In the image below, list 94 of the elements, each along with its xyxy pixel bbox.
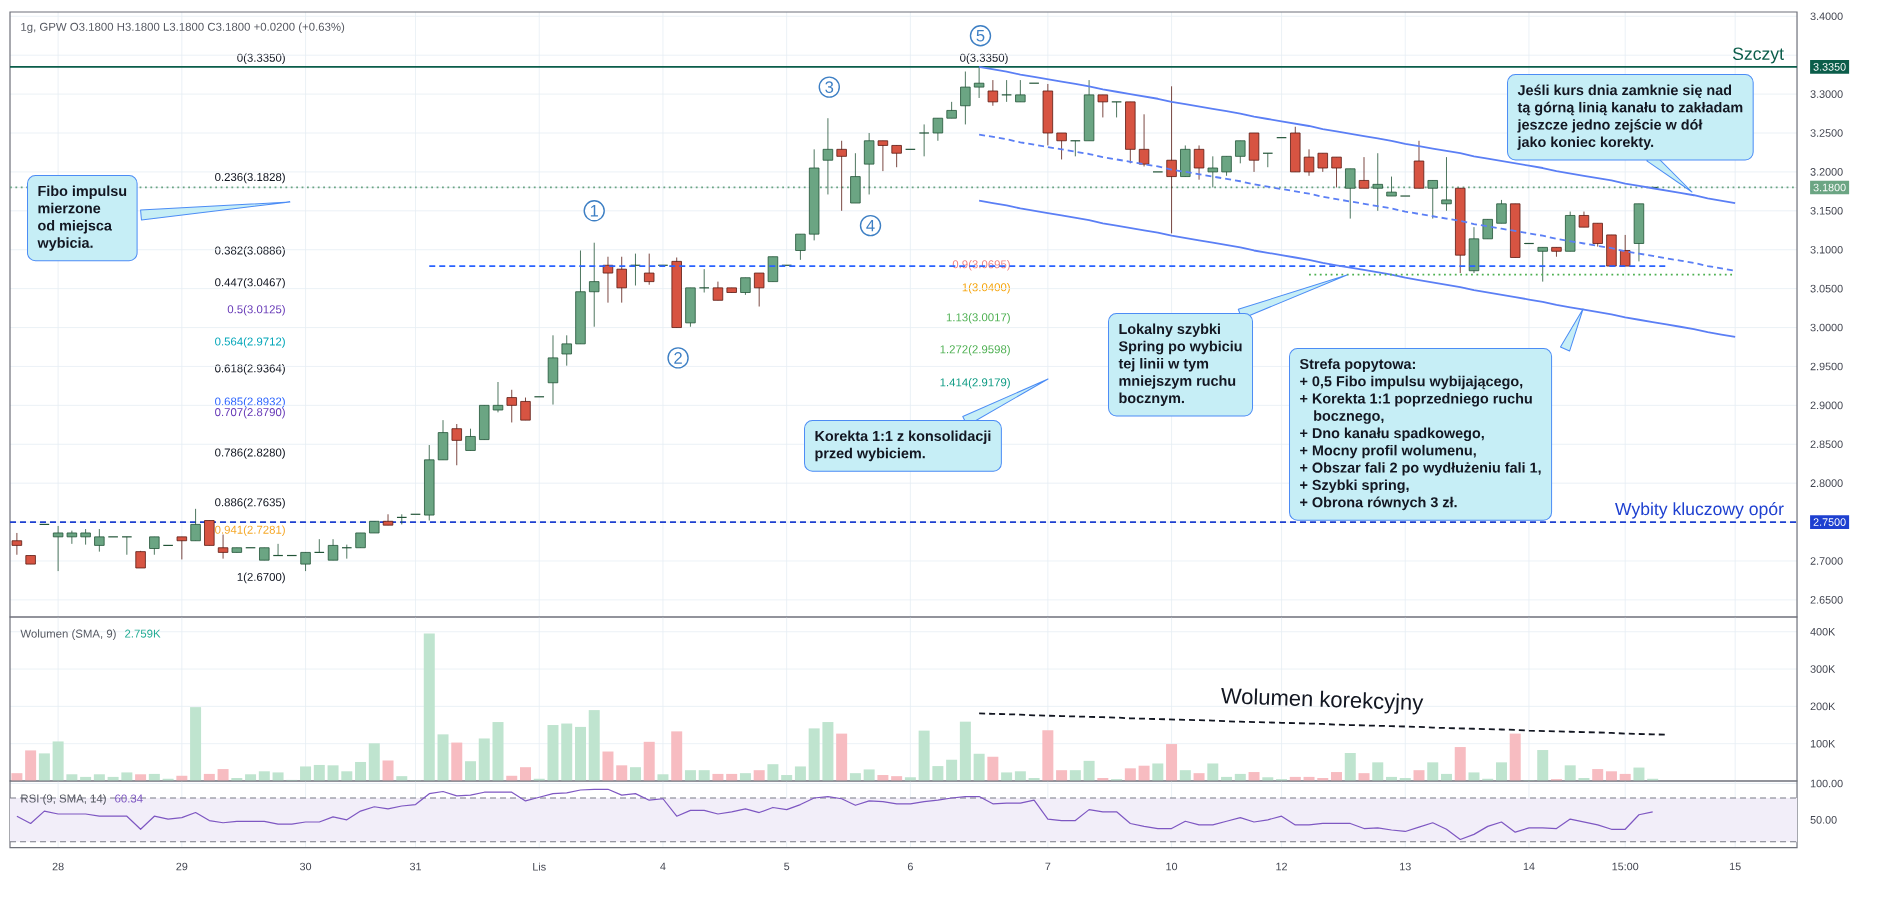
annotation: bocznym. bbox=[1119, 392, 1184, 407]
annotation: 0.236(3.1828) bbox=[215, 172, 285, 184]
y-tick-label: 2.7000 bbox=[1810, 557, 1843, 565]
y-tick-label: 3.1000 bbox=[1810, 245, 1843, 254]
y-tick-label: 2.9000 bbox=[1810, 401, 1843, 410]
annotation: Korekta 1:1 z konsolidacji bbox=[815, 430, 991, 444]
y-tick-label: 3.0000 bbox=[1810, 323, 1843, 332]
x-tick-label: 30 bbox=[299, 862, 312, 871]
annotation: od miejsca bbox=[38, 220, 113, 234]
x-tick-label: Lis bbox=[533, 862, 546, 871]
text: 60.34 bbox=[115, 794, 143, 803]
annotation: 2 bbox=[674, 352, 682, 364]
y-tick-label: 3.1500 bbox=[1810, 207, 1843, 215]
annotation: 0.447(3.0467) bbox=[215, 277, 285, 289]
annotation: + Dno kanału spadkowego, bbox=[1300, 427, 1484, 442]
annotation: mniejszym ruchu bbox=[1119, 375, 1236, 389]
y-tick-label: 300K bbox=[1810, 665, 1836, 673]
annotation: Lokalny szybki bbox=[1119, 323, 1220, 337]
y-tick-label: 2.8000 bbox=[1810, 479, 1843, 487]
y-tick-label: 3.2000 bbox=[1810, 168, 1843, 176]
annotation: + Szybki spring, bbox=[1300, 479, 1409, 493]
annotation: 0.564(2.9712) bbox=[215, 337, 285, 348]
annotation: mierzone bbox=[38, 202, 101, 214]
annotation: Wolumen korekcyjny bbox=[1221, 688, 1424, 715]
y-tick-label: 3.0500 bbox=[1810, 284, 1843, 293]
annotation: 3 bbox=[825, 81, 834, 93]
annotation: + Obrona równych 3 zł. bbox=[1300, 496, 1457, 511]
annotation: 1.272(2.9598) bbox=[940, 344, 1010, 356]
annotation: 5 bbox=[976, 29, 985, 42]
annotation: 0.941(2.7281) bbox=[215, 525, 285, 536]
y-tick-label: 3.1800 bbox=[1813, 183, 1846, 192]
x-tick-label: 6 bbox=[907, 862, 913, 871]
annotation: 4 bbox=[866, 219, 875, 232]
annotation: 0.618(2.9364) bbox=[215, 364, 285, 375]
y-tick-label: 3.2500 bbox=[1810, 129, 1843, 137]
annotation: 0.786(2.8280) bbox=[215, 448, 285, 459]
annotation: 0.707(2.8790) bbox=[215, 407, 285, 419]
x-tick-label: 13 bbox=[1400, 862, 1411, 871]
text: Wolumen (SMA, 9) bbox=[20, 629, 116, 640]
annotation: + 0,5 Fibo impulsu wybijającego, bbox=[1300, 375, 1523, 390]
annotation: + Korekta 1:1 poprzedniego ruchu bbox=[1300, 393, 1532, 407]
annotation: 0.5(3.0125) bbox=[227, 304, 285, 316]
annotation: tej linii w tym bbox=[1118, 358, 1209, 372]
annotation: przed wybiciem. bbox=[815, 447, 925, 462]
y-tick-label: 3.3350 bbox=[1813, 63, 1846, 71]
y-tick-label: 2.8500 bbox=[1810, 440, 1843, 449]
x-tick-label: 14 bbox=[1523, 862, 1535, 871]
ref-line-label: Wybity kluczowy opór bbox=[1615, 502, 1784, 519]
ref-line-label: Szczyt bbox=[1732, 47, 1784, 64]
annotation: jako koniec korekty. bbox=[1517, 136, 1654, 150]
annotation: + Mocny profil wolumenu, bbox=[1300, 444, 1476, 459]
annotation: 0.9(3.0695) bbox=[952, 259, 1010, 271]
y-tick-label: 400K bbox=[1810, 627, 1836, 636]
annotation: Fibo impulsu bbox=[38, 185, 127, 199]
y-tick-label: 50.00 bbox=[1810, 816, 1837, 824]
x-tick-label: 7 bbox=[1045, 862, 1051, 871]
x-tick-label: 4 bbox=[660, 862, 666, 871]
x-tick-label: 12 bbox=[1276, 862, 1287, 871]
y-tick-label: 100K bbox=[1810, 739, 1836, 748]
annotation: + Obszar fali 2 po wydłużeniu fali 1, bbox=[1300, 462, 1541, 476]
annotation: Jeśli kurs dnia zamknie się nad bbox=[1517, 84, 1732, 98]
annotation: 0.886(2.7635) bbox=[215, 497, 285, 509]
y-tick-label: 3.3000 bbox=[1810, 90, 1843, 98]
x-tick-label: 29 bbox=[176, 862, 188, 871]
y-tick-label: 100.00 bbox=[1810, 779, 1843, 788]
y-tick-label: 200K bbox=[1810, 702, 1836, 711]
annotation: bocznego, bbox=[1314, 410, 1384, 424]
annotation: tą górną linią kanału to zakładam bbox=[1517, 101, 1743, 116]
text: RSI (9, SMA, 14) bbox=[21, 794, 106, 805]
annotation: 1.13(3.0017) bbox=[946, 312, 1010, 324]
annotation: 1(3.0400) bbox=[962, 282, 1010, 294]
x-tick-label: 5 bbox=[784, 862, 790, 871]
annotation: Spring po wybiciu bbox=[1118, 340, 1242, 355]
annotation: 0(3.3350) bbox=[960, 53, 1008, 65]
annotation: 0(3.3350) bbox=[237, 53, 285, 65]
x-tick-label: 10 bbox=[1166, 862, 1178, 871]
y-tick-label: 2.6500 bbox=[1810, 596, 1843, 604]
text: 2.759K bbox=[125, 629, 161, 638]
y-tick-label: 3.4000 bbox=[1810, 12, 1843, 21]
annotation: 1(2.6700) bbox=[237, 572, 285, 584]
annotation: 1 bbox=[590, 205, 599, 217]
x-tick-label: 31 bbox=[409, 862, 422, 871]
x-tick-label: 15 bbox=[1729, 862, 1741, 871]
annotation: jeszcze jedno zejście w dół bbox=[1517, 119, 1703, 133]
annotation: 0.685(2.8932) bbox=[215, 397, 285, 408]
y-tick-label: 2.7500 bbox=[1813, 518, 1846, 526]
annotation: Strefa popytowa: bbox=[1299, 358, 1415, 372]
y-tick-label: 2.9500 bbox=[1810, 362, 1843, 371]
annotation: wybicia. bbox=[37, 237, 93, 251]
annotation: 0.382(3.0886) bbox=[215, 246, 285, 257]
annotation: 1.414(2.9179) bbox=[940, 377, 1010, 389]
text: 1g, GPW O3.1800 H3.1800 L3.1800 C3.1800 +0.0200 (+0.63%) bbox=[21, 22, 345, 34]
x-tick-label: 28 bbox=[52, 862, 64, 871]
x-tick-label: 15:00 bbox=[1612, 862, 1639, 871]
